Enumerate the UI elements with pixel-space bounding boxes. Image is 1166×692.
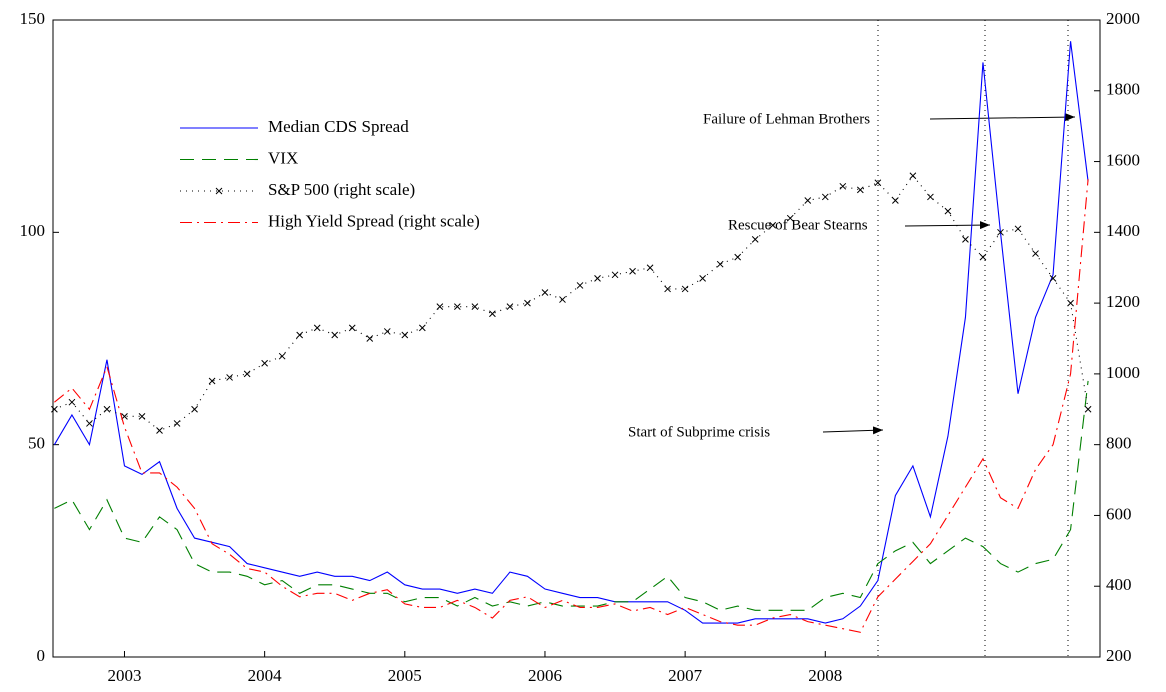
x-tick-label: 2008 (808, 666, 842, 685)
series-line (54, 380, 1089, 611)
x-tick-label: 2004 (248, 666, 283, 685)
point-marker (997, 228, 1004, 236)
point-marker (927, 193, 934, 201)
series-line (53, 41, 1089, 624)
legend-label: High Yield Spread (right scale) (268, 211, 480, 230)
point-marker (944, 207, 952, 215)
point-marker (804, 197, 812, 204)
y-tick-label: 50 (28, 434, 45, 453)
point-marker (1032, 250, 1039, 257)
point-marker (909, 172, 917, 180)
y2-tick-label: 1800 (1106, 80, 1140, 99)
point-marker (769, 221, 777, 229)
point-marker (856, 186, 864, 194)
point-marker (366, 335, 374, 342)
point-marker (51, 405, 58, 413)
legend-label: Median CDS Spread (268, 117, 409, 136)
point-marker (699, 274, 706, 282)
point-marker (401, 331, 409, 339)
point-marker (68, 398, 76, 406)
point-marker (278, 352, 286, 360)
point-marker (751, 236, 759, 243)
point-marker (594, 274, 601, 282)
point-marker (979, 253, 987, 261)
annotation: Failure of Lehman Brothers (703, 111, 870, 127)
y-tick-label: 0 (37, 646, 46, 665)
x-tick-label: 2003 (107, 666, 141, 685)
x-tick-label: 2005 (388, 666, 422, 685)
point-marker (226, 374, 233, 381)
point-marker (681, 285, 689, 293)
point-marker (506, 303, 514, 311)
point-marker (559, 296, 566, 303)
x-tick-label: 2007 (668, 666, 703, 685)
annotation-arrow (904, 221, 991, 230)
point-marker (839, 182, 847, 190)
y2-tick-label: 1000 (1106, 363, 1140, 382)
point-marker (1067, 299, 1074, 307)
point-marker (261, 359, 268, 367)
point-marker (1049, 274, 1057, 282)
point-marker (348, 324, 356, 332)
point-marker (103, 405, 111, 413)
y2-tick-label: 400 (1106, 575, 1132, 594)
point-marker (489, 310, 496, 318)
point-marker (383, 328, 391, 335)
point-marker (821, 193, 829, 201)
point-marker (454, 303, 461, 311)
point-marker (436, 303, 444, 311)
point-marker (734, 253, 742, 261)
point-marker (524, 299, 531, 307)
y2-tick-label: 1600 (1106, 150, 1140, 169)
point-marker (156, 427, 163, 434)
point-marker (716, 260, 724, 268)
x-tick-label: 2006 (528, 666, 562, 685)
annotation: Rescue of Bear Stearns (728, 217, 868, 233)
y2-tick-label: 600 (1106, 504, 1132, 523)
point-marker (874, 179, 882, 187)
y2-tick-label: 800 (1106, 434, 1132, 453)
point-marker (1014, 225, 1022, 233)
y2-tick-label: 1200 (1106, 292, 1140, 311)
point-marker (331, 331, 339, 339)
point-marker (138, 413, 146, 420)
point-marker (629, 267, 636, 275)
y2-tick-label: 200 (1106, 646, 1132, 665)
annotation: Start of Subprime crisis (628, 424, 770, 440)
point-marker (313, 324, 321, 332)
legend-marker (215, 187, 223, 195)
point-marker (418, 324, 426, 332)
y2-tick-label: 2000 (1106, 9, 1140, 28)
legend-label: VIX (268, 148, 298, 167)
point-marker (611, 271, 619, 279)
point-marker (962, 236, 969, 243)
annotation-arrow (929, 113, 1076, 122)
point-marker (576, 282, 584, 289)
point-marker (243, 370, 251, 378)
annotation-arrow (822, 426, 884, 435)
y2-tick-label: 1400 (1106, 221, 1140, 240)
series-line (54, 174, 1089, 432)
legend-label: S&P 500 (right scale) (268, 180, 415, 199)
point-marker (173, 420, 181, 427)
point-marker (892, 197, 899, 204)
series-line (54, 179, 1089, 633)
plot-frame (52, 19, 1101, 658)
point-marker (208, 377, 216, 385)
event-lines (877, 20, 1069, 657)
point-marker (296, 331, 304, 339)
point-marker (1084, 405, 1092, 413)
y-tick-label: 100 (20, 221, 46, 240)
point-marker (646, 264, 654, 272)
point-marker (786, 214, 794, 222)
y-tick-label: 150 (20, 9, 46, 28)
point-marker (86, 420, 93, 427)
point-marker (471, 303, 479, 311)
point-marker (664, 285, 671, 293)
point-marker (541, 289, 549, 296)
point-marker (191, 405, 198, 413)
